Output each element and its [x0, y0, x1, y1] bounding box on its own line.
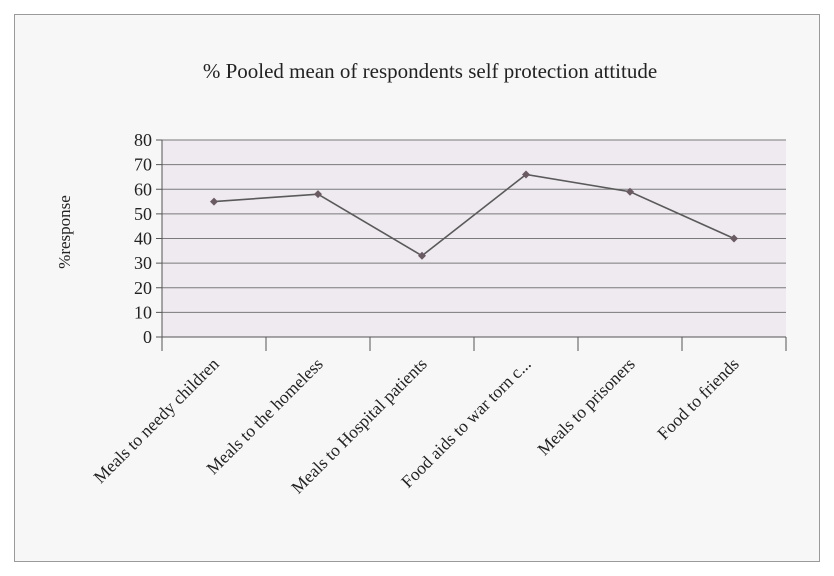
y-tick-label: 60 — [134, 179, 152, 199]
y-axis-label: %response — [55, 195, 74, 269]
x-category-label: Meals to the homeless — [202, 354, 327, 479]
data-point — [522, 170, 530, 179]
y-tick-label: 0 — [143, 327, 152, 347]
y-tick-label: 30 — [134, 253, 152, 273]
chart-title: % Pooled mean of respondents self protec… — [203, 59, 657, 83]
x-category-label: Meals to prisoners — [533, 354, 639, 460]
data-point — [314, 190, 322, 199]
y-tick-labels: 0 10 20 30 40 50 60 70 80 — [134, 130, 152, 347]
y-tick-label: 80 — [134, 130, 152, 150]
axes — [156, 139, 787, 351]
x-category-label: Meals to needy children — [89, 354, 223, 488]
y-tick-label: 50 — [134, 204, 152, 224]
data-point — [730, 234, 738, 243]
series-layer — [210, 170, 738, 260]
y-tick-label: 40 — [134, 229, 152, 249]
y-tick-label: 10 — [134, 302, 152, 322]
gridlines — [162, 139, 786, 313]
series-line — [213, 173, 735, 257]
data-point — [418, 251, 426, 260]
data-point — [210, 197, 218, 206]
y-tick-label: 20 — [134, 278, 152, 298]
y-tick-label: 70 — [134, 155, 152, 175]
data-point — [626, 187, 634, 196]
x-category-label: Food to friends — [653, 354, 743, 444]
